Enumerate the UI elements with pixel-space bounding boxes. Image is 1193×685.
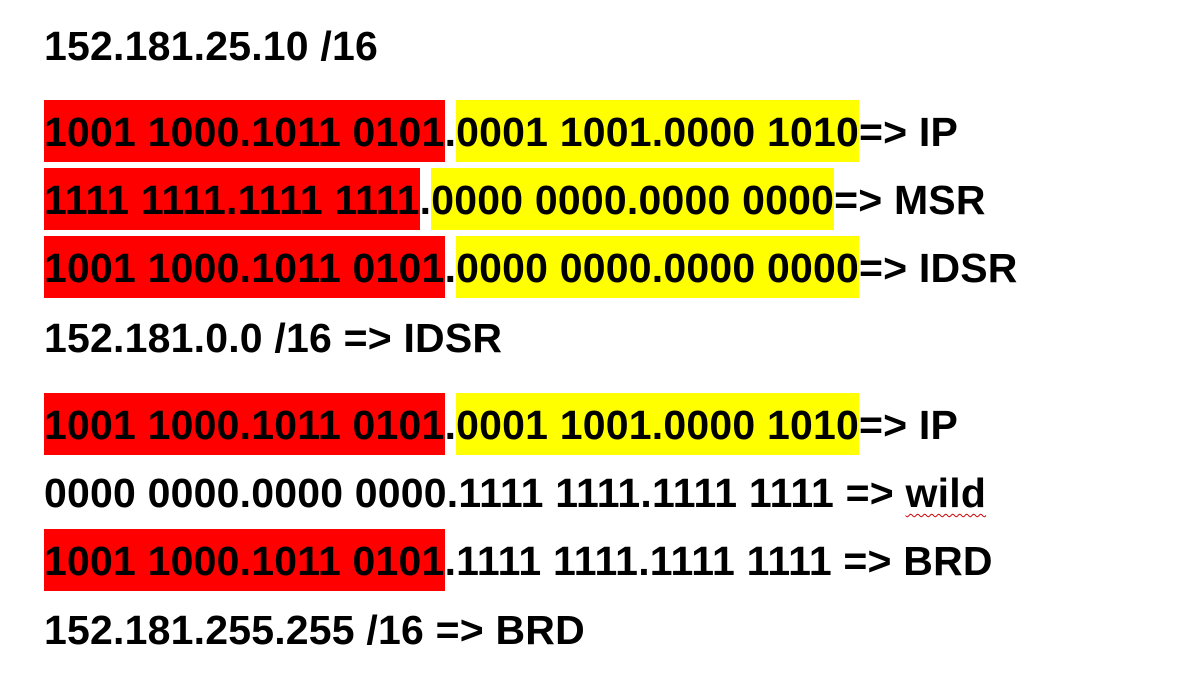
host-bits: 0000 0000.0000 0000 xyxy=(456,236,859,298)
network-bits: 1001 1000.1011 0101 xyxy=(44,393,445,455)
line-broadcast-decimal: 152.181.255.255 /16 => BRD xyxy=(44,598,585,662)
broadcast-host-bits: .1111 1111.1111 1111 => BRD xyxy=(444,538,993,584)
separator-dot: . xyxy=(444,402,457,448)
separator-dot: . xyxy=(444,109,457,155)
host-bits: 0001 1001.0000 1010 xyxy=(456,393,859,455)
row-label: => IP xyxy=(858,402,958,448)
host-bits: 0000 0000.0000 0000 xyxy=(431,168,835,230)
separator-dot: . xyxy=(419,177,432,223)
line-ip-binary: 1001 1000.1011 0101.0001 1001.0000 1010 … xyxy=(44,100,958,164)
ip-decimal-text: 152.181.25.10 /16 xyxy=(44,23,378,69)
line-network-binary: 1001 1000.1011 0101.0000 0000.0000 0000 … xyxy=(44,236,1018,300)
network-decimal-text: 152.181.0.0 /16 => IDSR xyxy=(44,315,503,361)
network-bits: 1001 1000.1011 0101 xyxy=(44,529,445,591)
row-label: => IDSR xyxy=(858,245,1018,291)
broadcast-decimal-text: 152.181.255.255 /16 => BRD xyxy=(44,607,585,653)
row-label: => IP xyxy=(858,109,958,155)
wildcard-bits: 0000 0000.0000 0000.1111 1111.1111 1111 … xyxy=(44,470,906,516)
row-label: => MSR xyxy=(834,177,986,223)
spellcheck-flagged-word: wild xyxy=(905,470,987,516)
network-bits: 1001 1000.1011 0101 xyxy=(44,236,445,298)
line-broadcast-binary: 1001 1000.1011 0101.1111 1111.1111 1111 … xyxy=(44,529,993,593)
network-bits: 1111 1111.1111 1111 xyxy=(44,168,420,230)
line-wildcard-binary: 0000 0000.0000 0000.1111 1111.1111 1111 … xyxy=(44,461,986,525)
line-network-decimal: 152.181.0.0 /16 => IDSR xyxy=(44,306,502,370)
host-bits: 0001 1001.0000 1010 xyxy=(456,100,859,162)
line-ip-decimal: 152.181.25.10 /16 xyxy=(44,14,378,78)
separator-dot: . xyxy=(444,245,457,291)
line-ip-binary-repeat: 1001 1000.1011 0101.0001 1001.0000 1010 … xyxy=(44,393,958,457)
network-bits: 1001 1000.1011 0101 xyxy=(44,100,445,162)
line-mask-binary: 1111 1111.1111 1111.0000 0000.0000 0000 … xyxy=(44,168,986,232)
